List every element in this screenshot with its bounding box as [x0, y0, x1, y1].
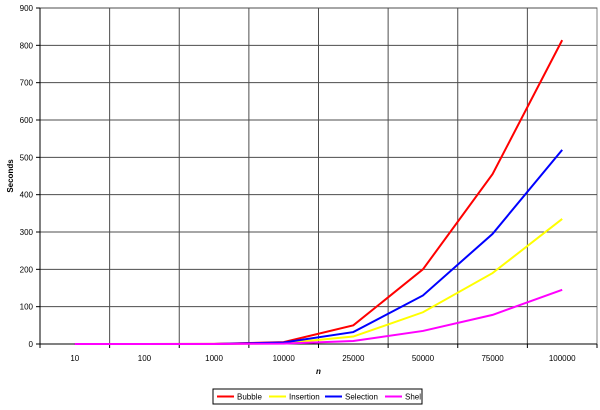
y-tick-label: 600 — [20, 116, 34, 125]
series-line-shell — [74, 288, 563, 345]
x-tick-label: 1000 — [205, 354, 223, 363]
y-tick-label: 0 — [29, 340, 34, 349]
y-axis-label: Seconds — [6, 159, 15, 193]
y-tick-label: 100 — [20, 303, 34, 312]
y-tick-label: 400 — [20, 191, 34, 200]
legend — [212, 388, 423, 405]
x-tick-label: 10 — [70, 354, 79, 363]
y-tick-label: 700 — [20, 79, 34, 88]
x-axis-label: n — [316, 367, 321, 376]
y-tick-label: 900 — [20, 4, 34, 13]
x-tick-label: 75000 — [481, 354, 504, 363]
x-tick-label: 100000 — [549, 354, 576, 363]
y-tick-label: 200 — [20, 265, 34, 274]
legend-label: Selection — [345, 393, 378, 402]
legend-label: Bubble — [237, 393, 262, 402]
x-tick-label: 50000 — [412, 354, 435, 363]
legend-label: Shell — [405, 393, 423, 402]
x-tick-label: 100 — [138, 354, 152, 363]
x-tick-label: 25000 — [342, 354, 365, 363]
y-tick-label: 500 — [20, 153, 34, 162]
y-tick-label: 300 — [20, 228, 34, 237]
x-tick-label: 10000 — [273, 354, 296, 363]
legend-label: Insertion — [289, 393, 320, 402]
y-tick-label: 800 — [20, 41, 34, 50]
